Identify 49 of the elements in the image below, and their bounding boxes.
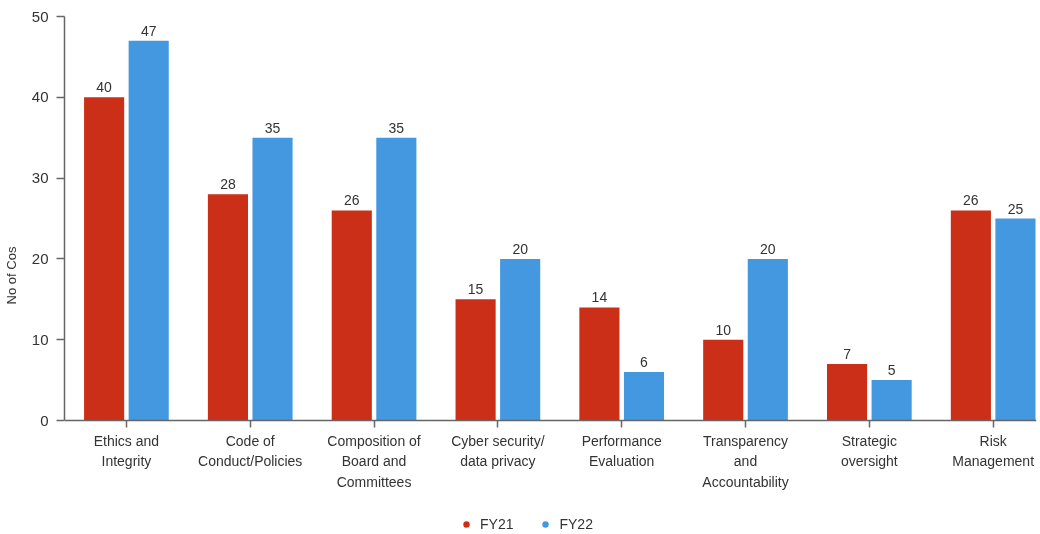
data-label: 5 (887, 362, 896, 379)
data-label: 14 (591, 289, 608, 306)
x-tick-label: Code of Conduct/Policies (198, 432, 303, 470)
bar (950, 210, 991, 421)
data-label: 20 (512, 240, 529, 257)
bar (871, 380, 912, 421)
bar (128, 40, 169, 421)
data-label: 28 (220, 176, 236, 193)
data-label: 26 (963, 192, 979, 209)
y-tick-label: 0 (40, 411, 49, 429)
bar (376, 137, 417, 421)
data-label: 40 (96, 79, 113, 96)
data-label: 26 (343, 192, 360, 209)
bar (252, 137, 293, 421)
bar (703, 339, 744, 421)
data-label: 25 (1007, 200, 1024, 217)
x-tick-label: Performance Evaluation (581, 432, 662, 470)
x-tick-label: Ethics and Integrity (93, 432, 160, 470)
bar (455, 299, 496, 421)
bar (207, 194, 248, 421)
data-label: 20 (760, 240, 776, 257)
legend-label: FY21 (480, 516, 514, 532)
x-tick-label: Risk Management (952, 432, 1035, 470)
y-tick-label: 30 (31, 169, 49, 187)
data-label: 35 (388, 119, 405, 136)
bar (623, 372, 665, 421)
x-tick-label: Composition of Board and Committees (327, 432, 421, 491)
y-tick-label: 10 (31, 330, 49, 348)
data-label: 10 (715, 321, 732, 338)
legend-label: FY22 (559, 516, 593, 532)
data-label: 15 (467, 281, 484, 298)
bar (331, 210, 372, 421)
data-label: 35 (264, 119, 281, 136)
bar (500, 258, 541, 421)
data-label: 6 (640, 354, 649, 371)
x-tick-label: Cyber security/ data privacy (451, 432, 545, 470)
y-tick-label: 20 (31, 249, 49, 267)
y-axis-title: No of Cos (3, 246, 19, 305)
bar (826, 363, 868, 421)
data-label: 47 (140, 22, 157, 39)
y-tick-label: 50 (31, 7, 49, 25)
x-tick-label: Strategic oversight (840, 432, 898, 470)
bar (579, 307, 620, 421)
bar (747, 258, 788, 421)
bar (995, 218, 1036, 421)
x-tick-label: Transparency and Accountability (702, 432, 789, 491)
y-tick-label: 40 (31, 88, 49, 106)
bar (84, 97, 125, 421)
data-label: 7 (843, 345, 852, 362)
